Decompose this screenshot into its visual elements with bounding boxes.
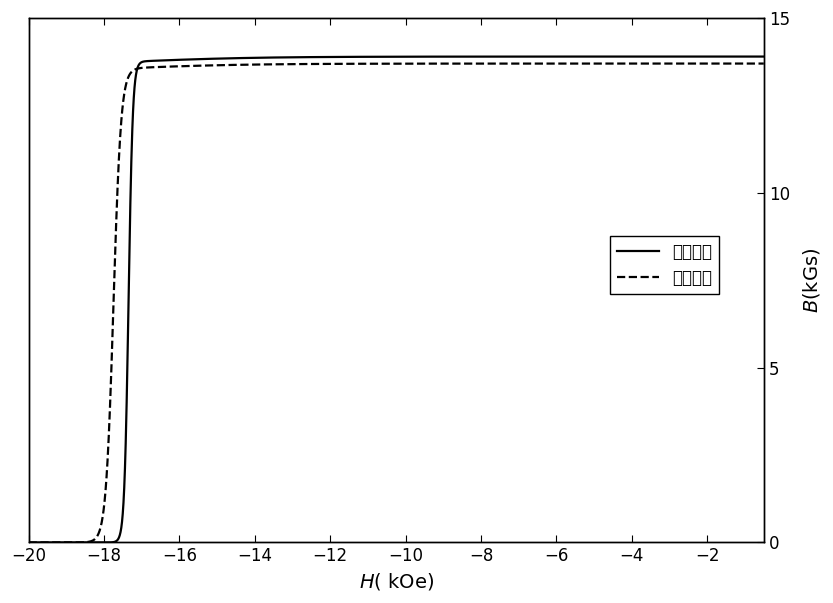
Legend: 实施例二, 对比例二: 实施例二, 对比例二 xyxy=(611,236,719,294)
Y-axis label: $\it{B}$(kGs): $\it{B}$(kGs) xyxy=(801,248,822,313)
X-axis label: $\it{H}$( kOe): $\it{H}$( kOe) xyxy=(359,571,434,592)
